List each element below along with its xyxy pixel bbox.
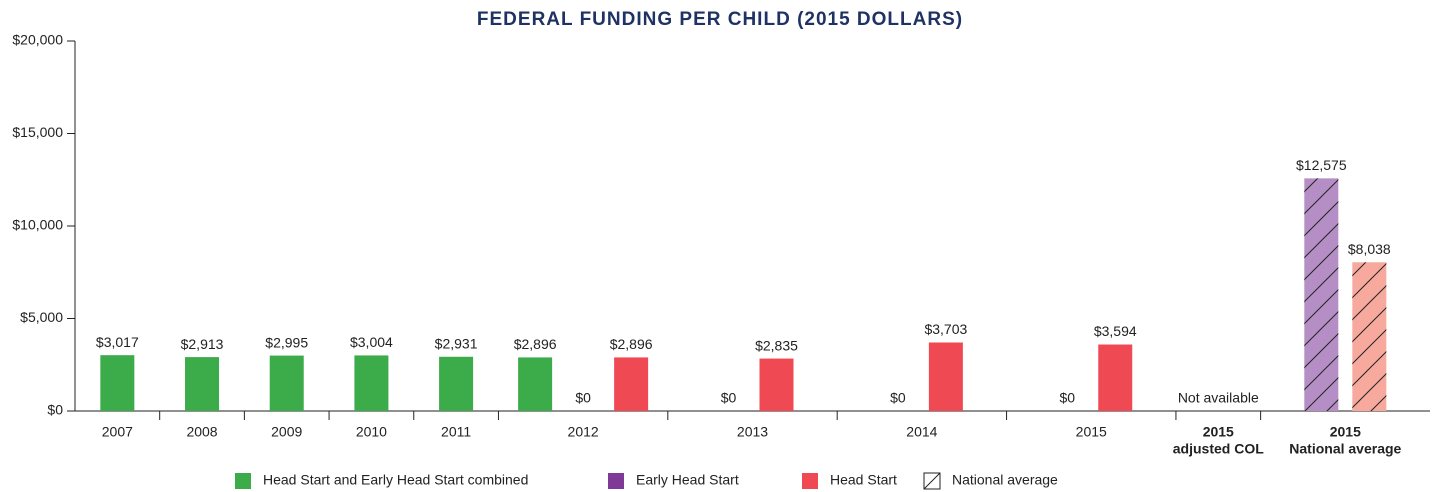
x-tick-label: 2015 bbox=[1203, 424, 1234, 440]
x-tick-label: 2015 bbox=[1076, 424, 1107, 440]
legend-label: Early Head Start bbox=[636, 472, 739, 488]
bar bbox=[614, 357, 649, 411]
y-tick-label: $10,000 bbox=[12, 217, 63, 233]
legend-swatch bbox=[802, 473, 818, 489]
value-label: $3,004 bbox=[350, 334, 393, 350]
value-label: $0 bbox=[890, 390, 906, 406]
value-label: $3,017 bbox=[96, 334, 139, 350]
value-label: $3,703 bbox=[924, 321, 967, 337]
legend-swatch bbox=[235, 473, 251, 489]
legend-swatch bbox=[608, 473, 624, 489]
x-tick-label: 2010 bbox=[356, 424, 387, 440]
x-tick-label: 2009 bbox=[271, 424, 302, 440]
legend-label: Head Start and Early Head Start combined bbox=[263, 472, 528, 488]
bar bbox=[185, 357, 220, 411]
value-label: $0 bbox=[721, 390, 737, 406]
bar bbox=[354, 355, 389, 411]
x-tick-label: 2008 bbox=[186, 424, 217, 440]
bar bbox=[439, 356, 474, 411]
x-tick-label: 2014 bbox=[906, 424, 937, 440]
bar bbox=[269, 355, 304, 411]
bar bbox=[518, 357, 553, 411]
legend-label: Head Start bbox=[830, 472, 897, 488]
value-label: $2,896 bbox=[610, 336, 653, 352]
x-tick-label: 2007 bbox=[102, 424, 133, 440]
annotation: Not available bbox=[1178, 390, 1259, 406]
y-tick-label: $0 bbox=[47, 402, 63, 418]
x-tick-label: National average bbox=[1289, 441, 1401, 457]
x-tick-label: adjusted COL bbox=[1173, 441, 1264, 457]
bar bbox=[759, 358, 794, 411]
chart-title: FEDERAL FUNDING PER CHILD (2015 DOLLARS) bbox=[477, 9, 963, 30]
x-tick-label: 2013 bbox=[737, 424, 768, 440]
value-label: $2,931 bbox=[435, 335, 478, 351]
value-label: $12,575 bbox=[1296, 157, 1347, 173]
value-label: $0 bbox=[1059, 390, 1075, 406]
y-tick-label: $5,000 bbox=[20, 309, 63, 325]
x-tick-label: 2012 bbox=[568, 424, 599, 440]
value-label: $2,835 bbox=[755, 337, 798, 353]
value-label: $8,038 bbox=[1348, 241, 1391, 257]
x-tick-label: 2011 bbox=[441, 424, 471, 440]
value-label: $3,594 bbox=[1094, 323, 1137, 339]
bar-hatch bbox=[1304, 178, 1339, 411]
value-label: $2,896 bbox=[514, 336, 557, 352]
bar bbox=[1098, 344, 1133, 411]
bar bbox=[928, 342, 963, 411]
y-tick-label: $20,000 bbox=[12, 32, 63, 48]
value-label: $2,995 bbox=[265, 334, 308, 350]
bar-hatch bbox=[1352, 262, 1387, 411]
value-label: $0 bbox=[575, 390, 591, 406]
legend-hatch bbox=[923, 472, 941, 490]
legend-label: National average bbox=[952, 472, 1058, 488]
x-tick-label: 2015 bbox=[1330, 424, 1361, 440]
bar bbox=[100, 355, 135, 411]
y-tick-label: $15,000 bbox=[12, 124, 63, 140]
value-label: $2,913 bbox=[181, 336, 224, 352]
